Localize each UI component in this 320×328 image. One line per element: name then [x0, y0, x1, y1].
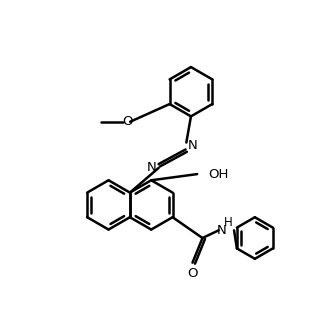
Text: O: O	[122, 115, 132, 128]
Text: N: N	[188, 139, 198, 152]
Text: H: H	[224, 216, 232, 229]
Text: O: O	[187, 267, 198, 280]
Text: OH: OH	[209, 168, 229, 181]
Text: N: N	[217, 224, 226, 237]
Text: N: N	[147, 161, 156, 174]
